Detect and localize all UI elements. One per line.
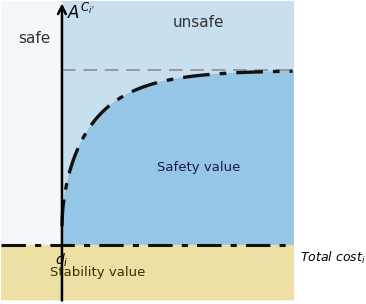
Text: unsafe: unsafe [173,15,225,30]
Text: Safety value: Safety value [157,161,240,174]
Text: Stability value: Stability value [50,266,146,279]
Text: $A^{C_{i^{\prime}}}$: $A^{C_{i^{\prime}}}$ [67,3,95,23]
Text: $Total\ cost_i$: $Total\ cost_i$ [300,250,366,266]
Text: $d_i$: $d_i$ [55,252,69,269]
Text: safe: safe [18,31,51,46]
